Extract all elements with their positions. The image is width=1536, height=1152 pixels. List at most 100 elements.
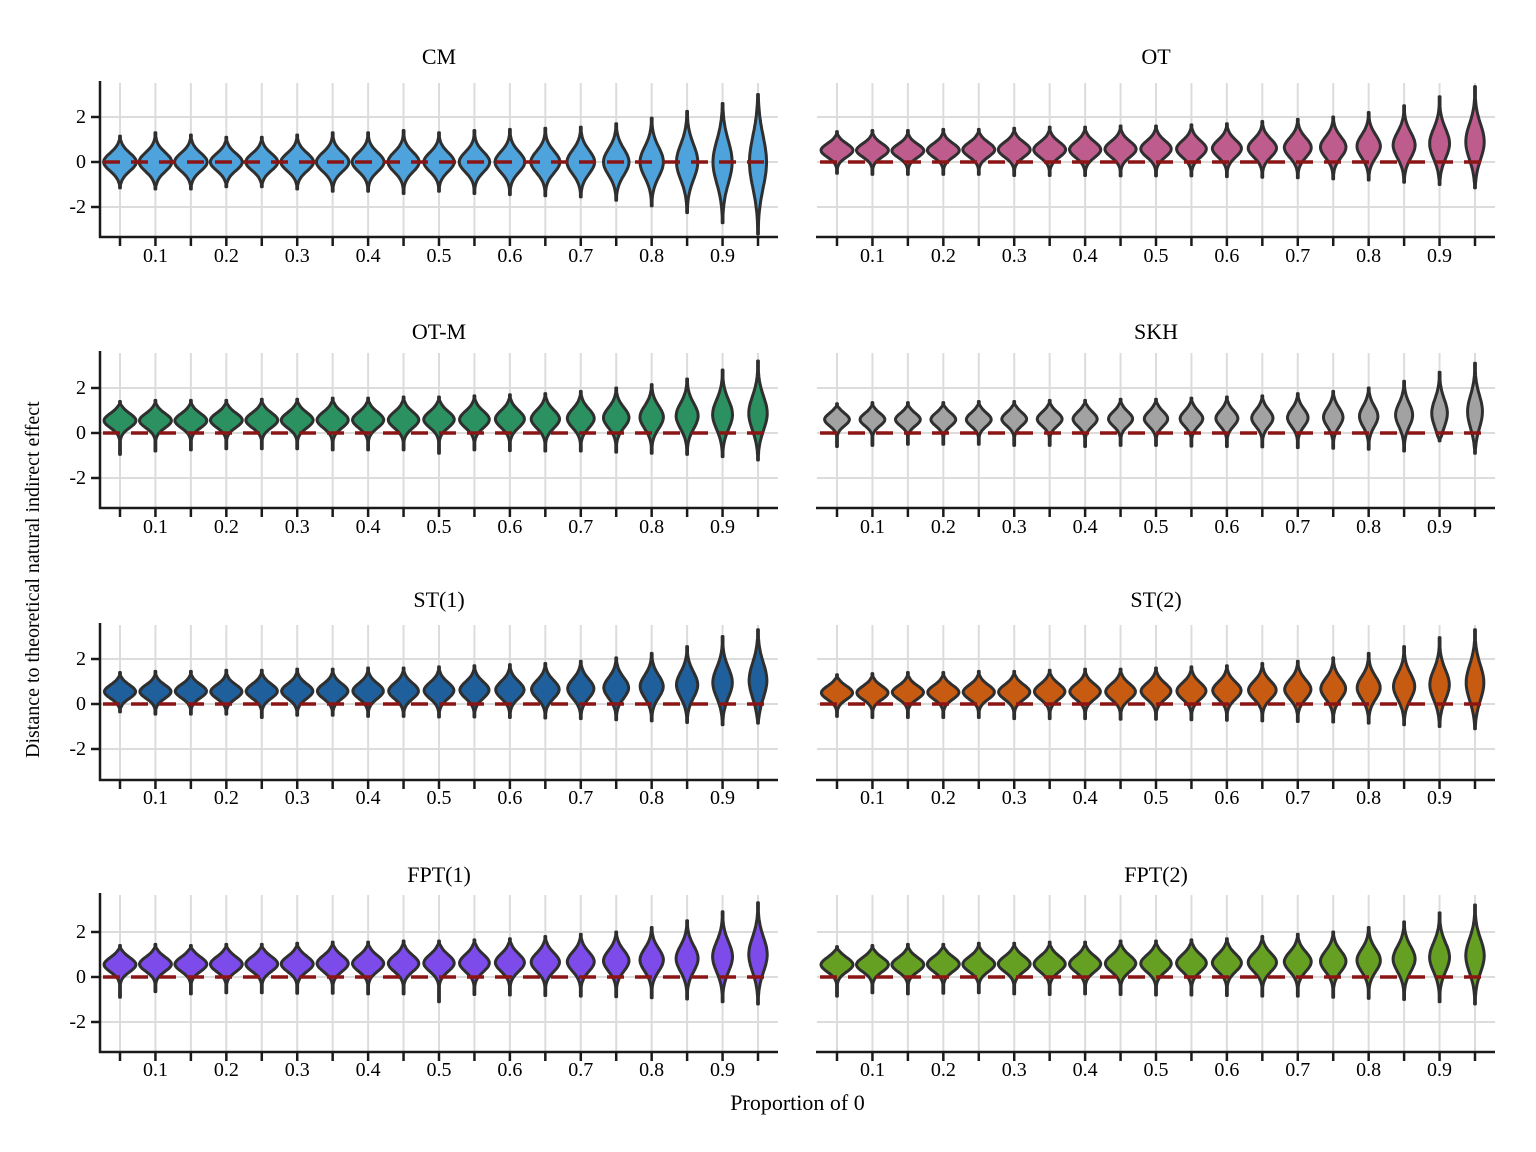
violin xyxy=(244,668,279,719)
x-tick-label: 0.2 xyxy=(214,1059,239,1081)
x-tick-label: 0.3 xyxy=(285,516,310,538)
violin xyxy=(386,395,421,452)
x-tick-label: 0.6 xyxy=(1214,245,1239,267)
y-tick-label: 2 xyxy=(76,377,86,399)
x-tick-label: 0.9 xyxy=(710,516,735,538)
x-tick-label: 0.5 xyxy=(427,245,452,267)
violin xyxy=(493,393,526,453)
x-tick-label: 0.9 xyxy=(1427,1059,1452,1081)
violin xyxy=(1068,667,1102,721)
violin xyxy=(1139,666,1173,721)
violin xyxy=(1103,124,1138,178)
violin xyxy=(1355,651,1382,725)
x-tick-label: 0.4 xyxy=(356,245,381,267)
x-tick-label: 0.6 xyxy=(1214,1059,1239,1081)
x-tick-label: 0.8 xyxy=(639,245,664,267)
violin xyxy=(1355,926,1382,1000)
violin xyxy=(964,400,993,446)
violin xyxy=(674,377,700,456)
violin xyxy=(602,656,631,722)
violin xyxy=(208,398,244,451)
panel-CM: 0.1 0.2 0.3 0.4 0.5 0.6 0.7 0.8 0.9 2 0 -2 xyxy=(69,81,778,267)
y-tick-label: 0 xyxy=(76,151,86,173)
violin xyxy=(1358,386,1380,451)
violin xyxy=(1319,656,1348,724)
violin xyxy=(1282,117,1313,180)
y-tick-label: -2 xyxy=(69,1011,86,1033)
violin xyxy=(1430,370,1449,443)
violin xyxy=(638,926,665,1000)
y-tick-label: 2 xyxy=(76,921,86,943)
violin xyxy=(1139,124,1173,178)
x-tick-label: 0.1 xyxy=(860,245,885,267)
x-tick-label: 0.1 xyxy=(860,1059,885,1081)
y-tick-label: 2 xyxy=(76,106,86,128)
violin xyxy=(280,667,315,717)
violin xyxy=(1104,667,1137,721)
violin xyxy=(1466,361,1484,455)
x-tick-label: 0.7 xyxy=(1285,787,1310,809)
x-tick-label: 0.1 xyxy=(860,787,885,809)
violin xyxy=(858,401,887,447)
x-tick-label: 0.5 xyxy=(1144,245,1169,267)
violin xyxy=(1246,120,1278,179)
violin xyxy=(279,941,315,995)
violin xyxy=(1068,940,1103,996)
x-tick-label: 0.2 xyxy=(931,787,956,809)
x-tick-label: 0.5 xyxy=(1144,1059,1169,1081)
x-tick-label: 0.7 xyxy=(1285,1059,1310,1081)
violin xyxy=(819,673,855,718)
violin xyxy=(1210,122,1243,179)
panel-title-skh: SKH xyxy=(1133,319,1178,344)
x-tick-label: 0.3 xyxy=(285,245,310,267)
x-tick-label: 0.7 xyxy=(568,1059,593,1081)
x-tick-label: 0.8 xyxy=(639,1059,664,1081)
violin xyxy=(529,126,562,198)
x-tick-label: 0.7 xyxy=(568,245,593,267)
x-tick-label: 0.8 xyxy=(1356,787,1381,809)
x-tick-label: 0.6 xyxy=(1214,787,1239,809)
x-tick-label: 0.1 xyxy=(143,1059,168,1081)
violin xyxy=(386,129,421,195)
panel-FPT(1): 0.1 0.2 0.3 0.4 0.5 0.6 0.7 0.8 0.9 2 0 -2 xyxy=(69,893,778,1081)
violin xyxy=(674,919,700,1001)
x-tick-label: 0.5 xyxy=(427,516,452,538)
violin xyxy=(530,662,561,720)
violin xyxy=(1032,125,1068,177)
violin xyxy=(711,368,734,459)
violin xyxy=(1391,920,1417,1001)
x-tick-label: 0.9 xyxy=(1427,516,1452,538)
violin xyxy=(1139,939,1173,997)
violin xyxy=(315,396,350,452)
violin xyxy=(890,671,925,719)
violin xyxy=(819,945,855,998)
x-tick-label: 0.4 xyxy=(1073,516,1098,538)
x-tick-label: 0.3 xyxy=(1002,787,1027,809)
violin xyxy=(855,129,890,176)
violin xyxy=(458,664,491,719)
violin xyxy=(1355,111,1382,182)
violin xyxy=(387,666,420,718)
violin xyxy=(565,932,596,998)
x-tick-label: 0.3 xyxy=(1002,1059,1027,1081)
x-tick-label: 0.6 xyxy=(497,245,522,267)
violin xyxy=(422,939,456,1004)
x-tick-label: 0.8 xyxy=(639,516,664,538)
violin xyxy=(1247,662,1278,723)
violin xyxy=(1211,664,1243,722)
x-tick-label: 0.4 xyxy=(356,516,381,538)
x-tick-label: 0.9 xyxy=(1427,787,1452,809)
violin xyxy=(1210,937,1243,997)
violin xyxy=(638,651,665,723)
violin xyxy=(602,930,631,999)
x-tick-label: 0.9 xyxy=(1427,245,1452,267)
panel-ST(2): 0.1 0.2 0.3 0.4 0.5 0.6 0.7 0.8 0.9 xyxy=(816,625,1495,809)
y-tick-label: 0 xyxy=(76,693,86,715)
violin xyxy=(279,397,315,451)
violin xyxy=(890,942,926,996)
violin xyxy=(1391,104,1417,184)
x-tick-label: 0.3 xyxy=(285,787,310,809)
violin xyxy=(1428,911,1451,1004)
violin xyxy=(422,665,456,719)
